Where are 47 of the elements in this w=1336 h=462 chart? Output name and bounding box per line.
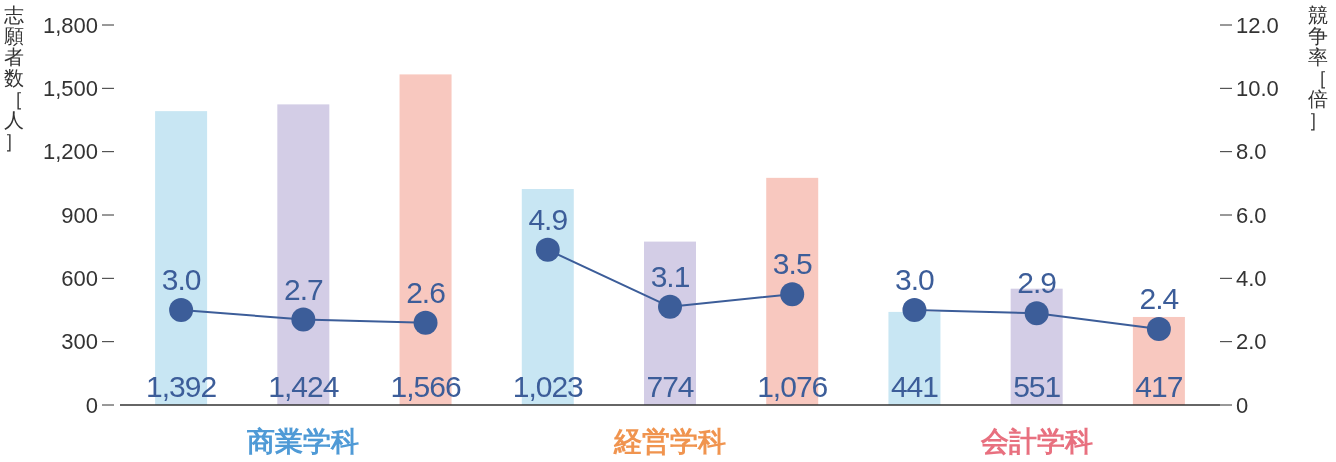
y-tick-label: 0 (85, 392, 98, 418)
point (169, 298, 194, 322)
data-label: 1,392 (146, 370, 217, 403)
data-label: 1,424 (268, 370, 339, 403)
y-tick-label: 900 (61, 202, 98, 228)
data-label: 3.0 (161, 263, 201, 296)
data-label: 4.9 (528, 202, 568, 236)
data-label: 2.9 (1017, 266, 1057, 300)
bar (644, 241, 696, 405)
y2-tick-label: 0 (1236, 392, 1249, 418)
y-axis-title: 志願者数［人］ (4, 4, 24, 152)
y-tick-label: 1,800 (42, 12, 98, 38)
point (413, 310, 438, 335)
y2-tick-label: 12.0 (1236, 12, 1279, 38)
data-label: 1,076 (757, 370, 828, 403)
data-label: 417 (1135, 370, 1183, 403)
point (902, 298, 927, 322)
data-label: 3.1 (650, 259, 690, 293)
y-tick-label: 600 (61, 265, 98, 291)
data-label: 1,566 (390, 370, 461, 403)
y-tick-label: 1,200 (42, 139, 98, 165)
data-label: 441 (890, 370, 939, 403)
point (1146, 317, 1171, 341)
point (1024, 301, 1049, 326)
y2-tick-label: 2.0 (1236, 329, 1267, 355)
data-label: 3.0 (895, 263, 935, 296)
point (658, 294, 682, 319)
data-label: 1,023 (512, 370, 584, 403)
y2-tick-label: 8.0 (1236, 139, 1267, 165)
text: 会計学科 (979, 426, 1093, 457)
data-label: 774 (646, 370, 694, 403)
data-label: 2.7 (283, 272, 323, 306)
text: 経営学科 (613, 426, 726, 457)
point (291, 307, 316, 332)
data-label: 2.6 (406, 275, 446, 309)
y2-tick-label: 6.0 (1236, 202, 1267, 228)
text: 商業学科 (246, 426, 360, 457)
data-label: 2.4 (1139, 282, 1179, 315)
point (780, 282, 805, 307)
point (535, 237, 560, 262)
y2-axis-title: 競争率［倍］ (1308, 4, 1328, 131)
y-tick-label: 1,500 (42, 75, 98, 101)
data-label: 551 (1013, 370, 1061, 403)
data-label: 3.5 (772, 247, 812, 281)
y2-tick-label: 10.0 (1236, 75, 1279, 101)
y2-tick-label: 4.0 (1236, 265, 1267, 291)
y-tick-label: 300 (61, 329, 98, 355)
